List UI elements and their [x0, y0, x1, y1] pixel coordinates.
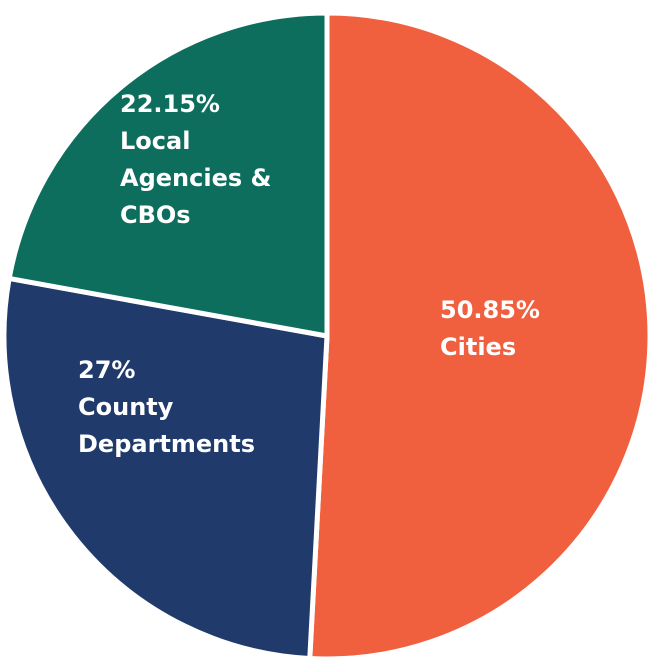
value-label: 22.15%	[120, 90, 220, 118]
pie-slice	[6, 10, 330, 339]
slice-label: 50.85% Cities	[440, 292, 590, 366]
category-label: County Departments	[78, 393, 256, 458]
category-label: Local Agencies & CBOs	[120, 127, 272, 229]
pie-slice	[1, 275, 330, 662]
pie-slice	[307, 10, 653, 662]
slice-label: 22.15% Local Agencies & CBOs	[120, 86, 300, 234]
value-label: 27%	[78, 356, 136, 384]
category-label: Cities	[440, 333, 517, 361]
value-label: 50.85%	[440, 296, 540, 324]
slice-label: 27% County Departments	[78, 352, 303, 463]
